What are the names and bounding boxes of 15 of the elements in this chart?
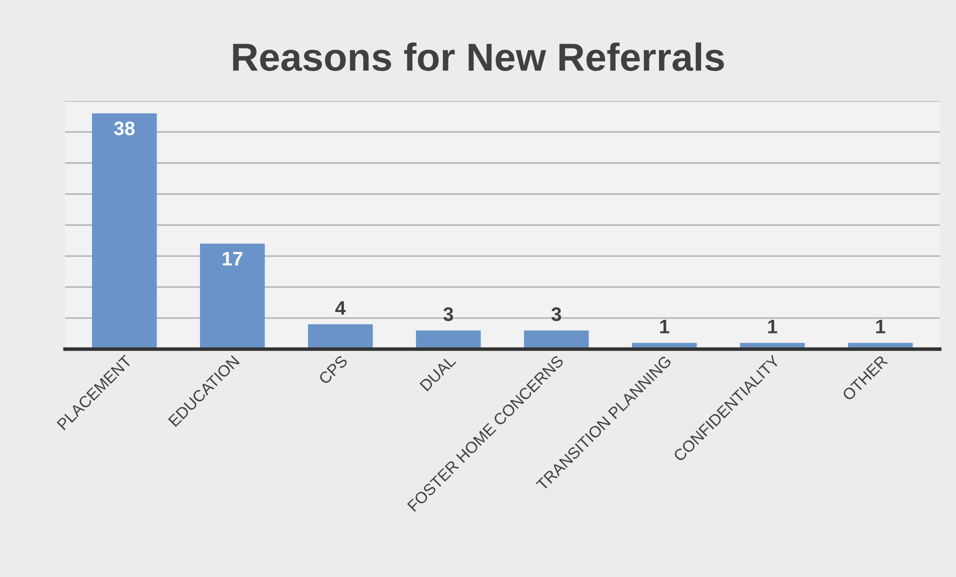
data-label: 17 <box>222 252 242 266</box>
data-label: 38 <box>114 122 135 136</box>
data-label: 3 <box>443 307 454 322</box>
data-label: 1 <box>876 320 886 334</box>
data-label: 3 <box>551 307 562 322</box>
data-label: 1 <box>768 320 778 334</box>
bar <box>416 330 481 350</box>
bar <box>308 324 373 350</box>
bar <box>92 113 157 350</box>
bar <box>200 244 265 350</box>
bar <box>524 330 589 350</box>
data-label: 4 <box>335 301 346 315</box>
chart-title: Reasons for New Referrals <box>233 42 724 72</box>
x-tick-label: CPS <box>318 354 348 385</box>
data-label: 1 <box>660 320 670 334</box>
